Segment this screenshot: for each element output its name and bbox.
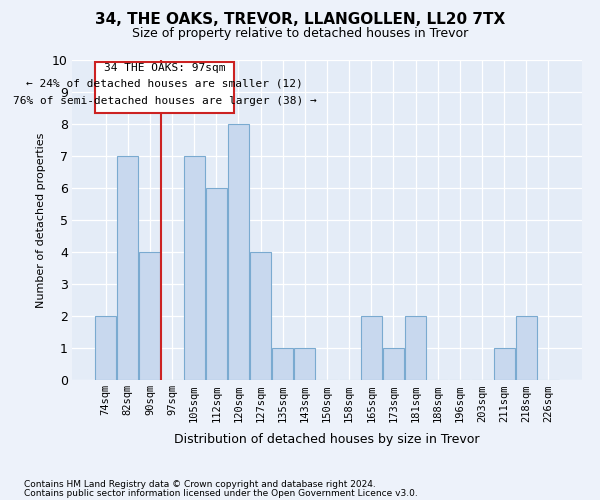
Text: ← 24% of detached houses are smaller (12): ← 24% of detached houses are smaller (12…: [26, 79, 303, 89]
Text: Size of property relative to detached houses in Trevor: Size of property relative to detached ho…: [132, 28, 468, 40]
Bar: [494, 348, 515, 380]
Bar: [295, 348, 316, 380]
Text: 34 THE OAKS: 97sqm: 34 THE OAKS: 97sqm: [104, 63, 226, 73]
Bar: [250, 252, 271, 380]
Bar: [184, 156, 205, 380]
Text: Contains HM Land Registry data © Crown copyright and database right 2024.: Contains HM Land Registry data © Crown c…: [24, 480, 376, 489]
Bar: [206, 188, 227, 380]
Text: 76% of semi-detached houses are larger (38) →: 76% of semi-detached houses are larger (…: [13, 96, 317, 106]
Text: 34, THE OAKS, TREVOR, LLANGOLLEN, LL20 7TX: 34, THE OAKS, TREVOR, LLANGOLLEN, LL20 7…: [95, 12, 505, 28]
Bar: [272, 348, 293, 380]
Bar: [228, 124, 249, 380]
X-axis label: Distribution of detached houses by size in Trevor: Distribution of detached houses by size …: [174, 433, 480, 446]
Bar: [361, 316, 382, 380]
Bar: [515, 316, 536, 380]
Text: Contains public sector information licensed under the Open Government Licence v3: Contains public sector information licen…: [24, 490, 418, 498]
Bar: [383, 348, 404, 380]
Y-axis label: Number of detached properties: Number of detached properties: [37, 132, 46, 308]
Bar: [405, 316, 426, 380]
FancyBboxPatch shape: [95, 62, 235, 113]
Bar: [139, 252, 160, 380]
Bar: [95, 316, 116, 380]
Bar: [118, 156, 139, 380]
